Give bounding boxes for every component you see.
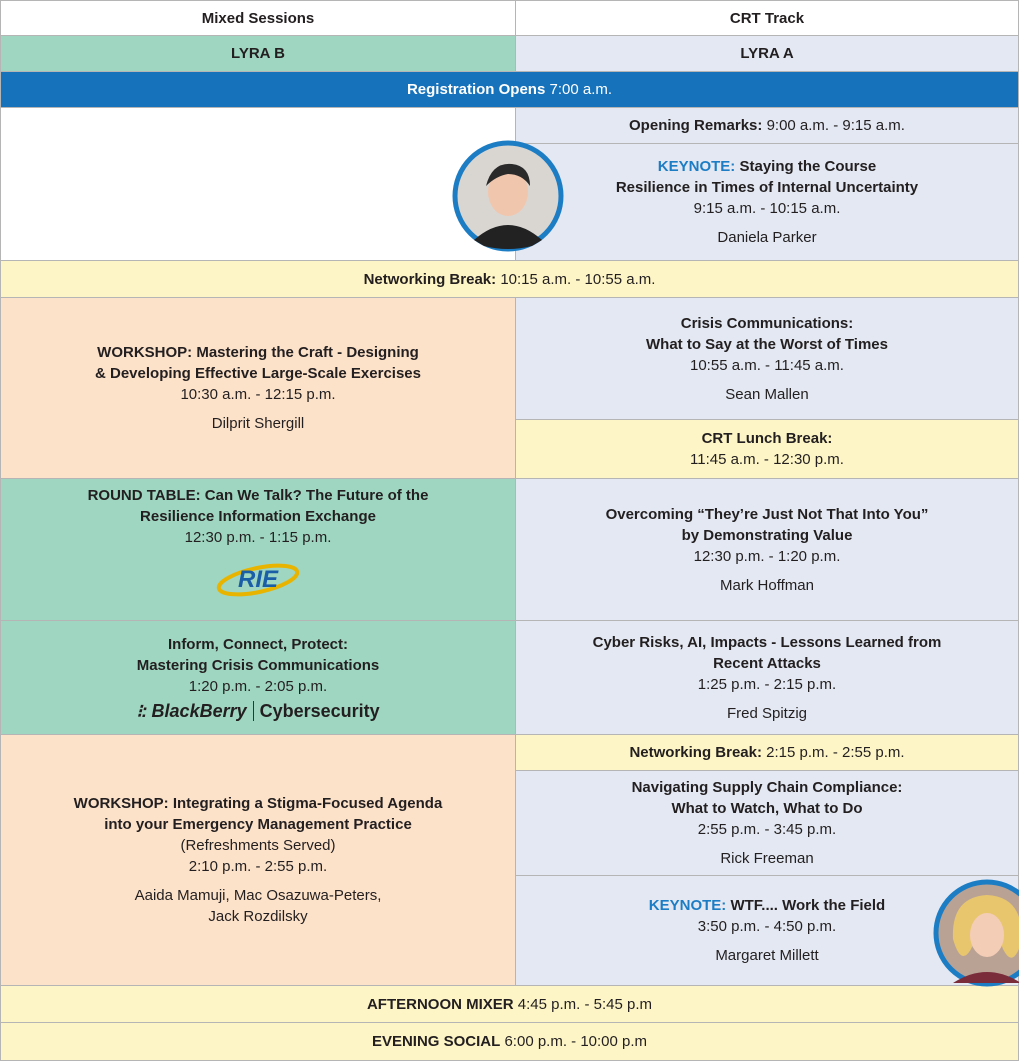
text: Daniela Parker [717,229,817,246]
text: CRT Track [729,9,805,27]
text: (Refreshments Served) [180,837,336,854]
text: Mastering Crisis Communications [136,656,380,674]
session: Cyber Risks, AI, Impacts - Lessons Learn… [515,620,1019,735]
text: 6:00 p.m. - 10:00 p.m [504,1033,648,1050]
session: WORKSHOP: Integrating a Stigma-Focused A… [0,734,516,986]
room-header: LYRA A [515,35,1019,72]
text: CRT Lunch Break: [701,430,833,447]
speaker-photo [933,879,1019,987]
text: Fred Spitzig [726,704,808,722]
text: Crisis Communications: [680,314,854,332]
session: ROUND TABLE: Can We Talk? The Future of … [0,478,516,621]
logo-text: RIE [238,566,279,593]
session: Overcoming “They’re Just Not That Into Y… [515,478,1019,621]
text: Rick Freeman [720,850,814,867]
text: Jack Rozdilsky [208,908,308,925]
text: 1:20 p.m. - 2:05 p.m. [188,677,328,695]
text: 9:00 a.m. - 9:15 a.m. [766,117,905,134]
text: KEYNOTE: [657,158,736,175]
text: 2:10 p.m. - 2:55 p.m. [188,858,328,875]
networking-break: Networking Break: 10:15 a.m. - 10:55 a.m… [0,260,1019,298]
text: 12:30 p.m. - 1:20 p.m. [693,547,841,565]
text: BlackBerry [151,700,247,721]
text: into your Emergency Management Practice [104,816,412,833]
text: ROUND TABLE: Can We Talk? The Future of … [87,487,429,504]
text: 2:15 p.m. - 2:55 p.m. [766,744,905,761]
text: WORKSHOP: Integrating a Stigma-Focused A… [73,795,443,812]
column-header: Mixed Sessions [0,0,516,36]
text: Networking Break: [363,270,497,288]
text: 4:45 p.m. - 5:45 p.m [517,995,653,1013]
text: Cybersecurity [252,700,380,721]
speaker-photo [452,140,564,252]
text: LYRA B [231,45,285,62]
blackberry-logo: ⁝: BlackBerry Cybersecurity [136,700,380,721]
text: What to Watch, What to Do [671,800,863,817]
mixer: AFTERNOON MIXER 4:45 p.m. - 5:45 p.m [0,985,1019,1023]
text: Navigating Supply Chain Compliance: [631,779,903,796]
lunch-break: CRT Lunch Break: 11:45 a.m. - 12:30 p.m. [515,419,1019,479]
text: 10:55 a.m. - 11:45 a.m. [690,356,844,374]
text: & Developing Effective Large-Scale Exerc… [95,365,421,382]
text: Cyber Risks, AI, Impacts - Lessons Learn… [592,633,942,651]
text: 10:30 a.m. - 12:15 p.m. [180,386,336,403]
text: 9:15 a.m. - 10:15 a.m. [693,200,841,217]
text: KEYNOTE: [648,897,727,914]
text: Resilience in Times of Internal Uncertai… [615,179,919,196]
text: Aaida Mamuji, Mac Osazuwa-Peters, [134,887,382,904]
session: Inform, Connect, Protect: Mastering Crisi… [0,620,516,735]
text: 2:55 p.m. - 3:45 p.m. [697,821,837,838]
text: 11:45 a.m. - 12:30 p.m. [690,451,844,468]
networking-break: Networking Break: 2:15 p.m. - 2:55 p.m. [515,734,1019,771]
session: Crisis Communications: What to Say at the… [515,297,1019,420]
text: Mixed Sessions [201,9,315,27]
text: Recent Attacks [713,654,821,672]
session: Navigating Supply Chain Compliance: What … [515,770,1019,876]
text: What to Say at the Worst of Times [646,335,888,353]
text: Inform, Connect, Protect: [167,635,348,653]
text: AFTERNOON MIXER [366,995,514,1013]
column-header: CRT Track [515,0,1019,36]
text: Overcoming “They’re Just Not That Into Y… [605,505,929,523]
text: Opening Remarks: [629,117,763,134]
text: by Demonstrating Value [681,526,853,544]
text: 1:25 p.m. - 2:15 p.m. [697,675,837,693]
text: Dilprit Shergill [211,415,305,432]
room-header: LYRA B [0,35,516,72]
text: 12:30 p.m. - 1:15 p.m. [184,529,332,546]
text: Mark Hoffman [720,576,814,594]
keynote: KEYNOTE: Staying the Course Resilience i… [515,143,1019,261]
text: LYRA A [740,45,794,62]
text: 7:00 a.m. [549,81,613,98]
empty-cell [0,107,516,261]
text: Registration Opens [406,81,546,98]
text: WTF.... Work the Field [730,897,886,914]
opening-remarks: Opening Remarks: 9:00 a.m. - 9:15 a.m. [515,107,1019,144]
text: 3:50 p.m. - 4:50 p.m. [697,918,837,935]
text: EVENING SOCIAL [371,1033,501,1050]
text: Staying the Course [739,158,877,175]
text: Margaret Millett [715,947,819,964]
rie-logo: RIE [216,563,300,597]
text: Networking Break: [629,744,762,761]
text: Resilience Information Exchange [140,508,376,525]
social: EVENING SOCIAL 6:00 p.m. - 10:00 p.m [0,1022,1019,1061]
text: Sean Mallen [725,385,809,403]
registration: Registration Opens 7:00 a.m. [0,71,1019,108]
text: WORKSHOP: Mastering the Craft - Designin… [97,344,419,361]
session: WORKSHOP: Mastering the Craft - Designin… [0,297,516,479]
text: 10:15 a.m. - 10:55 a.m. [500,270,656,288]
